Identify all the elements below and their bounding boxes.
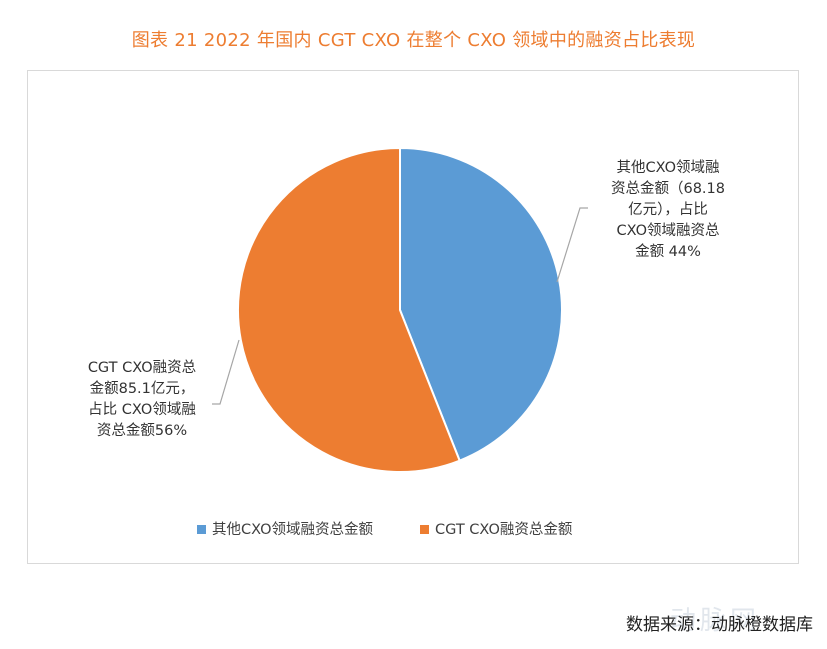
pie-slice-1 [399, 146, 563, 462]
legend-swatch-2 [420, 525, 429, 534]
leader-line-1 [556, 207, 588, 283]
legend-label-1: 其他CXO领域融资总金额 [212, 521, 374, 538]
data-label-1: 其他CXO领域融资总金额（68.18 亿元），占比 CXO领域融资总金额 44% [611, 159, 725, 260]
chart-title: 图表 21 2022 年国内 CGT CXO 在整个 CXO 领域中的融资占比表… [131, 30, 696, 51]
legend-swatch-1 [197, 525, 206, 534]
data-source-note: 数据来源：动脉橙数据库 [626, 615, 813, 635]
data-label-2: CGT CXO融资总金额85.1亿元，占比 CXO领域融资总金额56% [88, 359, 196, 439]
watermark-logo: 动脉网 [670, 606, 761, 636]
pie-slice-2 [236, 146, 461, 473]
leader-line-2 [212, 339, 240, 405]
legend-label-2: CGT CXO融资总金额 [435, 521, 573, 538]
